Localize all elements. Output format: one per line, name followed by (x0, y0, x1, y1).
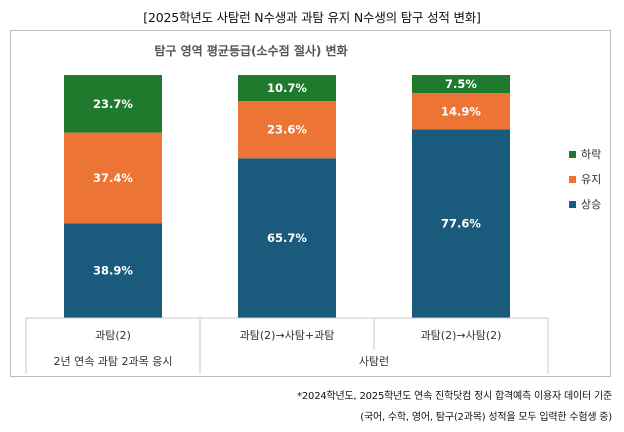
data-label-유지-1: 23.6% (267, 123, 307, 137)
bar-유지-2 (412, 93, 510, 130)
legend-label-상승: 상승 (581, 198, 601, 211)
data-label-유지-2: 14.9% (441, 104, 481, 118)
bar-상승-1 (238, 158, 336, 318)
data-label-상승-1: 65.7% (267, 231, 307, 245)
data-label-하락-0: 23.7% (93, 97, 133, 111)
chart-title: 탐구 영역 평균등급(소수점 절사) 변화 (154, 43, 347, 58)
legend-swatch-하락 (569, 151, 576, 158)
bar-상승-2 (412, 129, 510, 318)
legend-label-유지: 유지 (581, 173, 601, 186)
bars-group (64, 75, 510, 318)
page-title: [2025학년도 사탐런 N수생과 과탐 유지 N수생의 탐구 성적 변화] (143, 10, 481, 25)
category-label-1: 과탐(2)→사탐+과탐 (240, 329, 335, 342)
footnote-line-2: (국어, 수학, 영어, 탐구(2과목) 성적을 모두 입력한 수험생 중) (360, 412, 612, 423)
group-label-1: 사탐런 (359, 355, 389, 368)
stacked-bar-chart: 탐구 영역 평균등급(소수점 절사) 변화 38.9% 37.4% 23.7% 65.… (25, 43, 601, 374)
category-label-2: 과탐(2)→사탐(2) (421, 329, 502, 342)
bar-유지-0 (64, 132, 162, 224)
legend-swatch-상승 (569, 201, 576, 208)
footnote-line-1: *2024학년도, 2025학년도 연속 진학닷컴 정시 합격예측 이용자 데이… (297, 391, 612, 402)
legend-label-하락: 하락 (581, 147, 601, 161)
bar-하락-0 (64, 75, 162, 133)
bar-하락-1 (238, 75, 336, 102)
data-label-상승-2: 77.6% (441, 217, 481, 231)
bar-하락-2 (412, 75, 510, 94)
bar-labels-group: 38.9% 37.4% 23.7% 65.7% 23.6% 10.7% 77.6% 14.9%… (93, 77, 481, 278)
chart-frame: 탐구 영역 평균등급(소수점 절사) 변화 38.9% 37.4% 23.7% 65.… (10, 30, 611, 377)
category-label-0: 과탐(2) (95, 329, 131, 342)
group-label-0: 2년 연속 과탐 2과목 응시 (53, 355, 172, 368)
category-axis: 과탐(2) 과탐(2)→사탐+과탐 과탐(2)→사탐(2) 2년 연속 과탐 2과목 … (25, 317, 549, 374)
data-label-상승-0: 38.9% (93, 264, 133, 278)
data-label-하락-1: 10.7% (267, 81, 307, 95)
bar-상승-0 (64, 223, 162, 318)
data-label-하락-2: 7.5% (445, 77, 477, 91)
legend-swatch-유지 (569, 176, 576, 183)
data-label-유지-0: 37.4% (93, 171, 133, 185)
bar-유지-1 (238, 101, 336, 159)
